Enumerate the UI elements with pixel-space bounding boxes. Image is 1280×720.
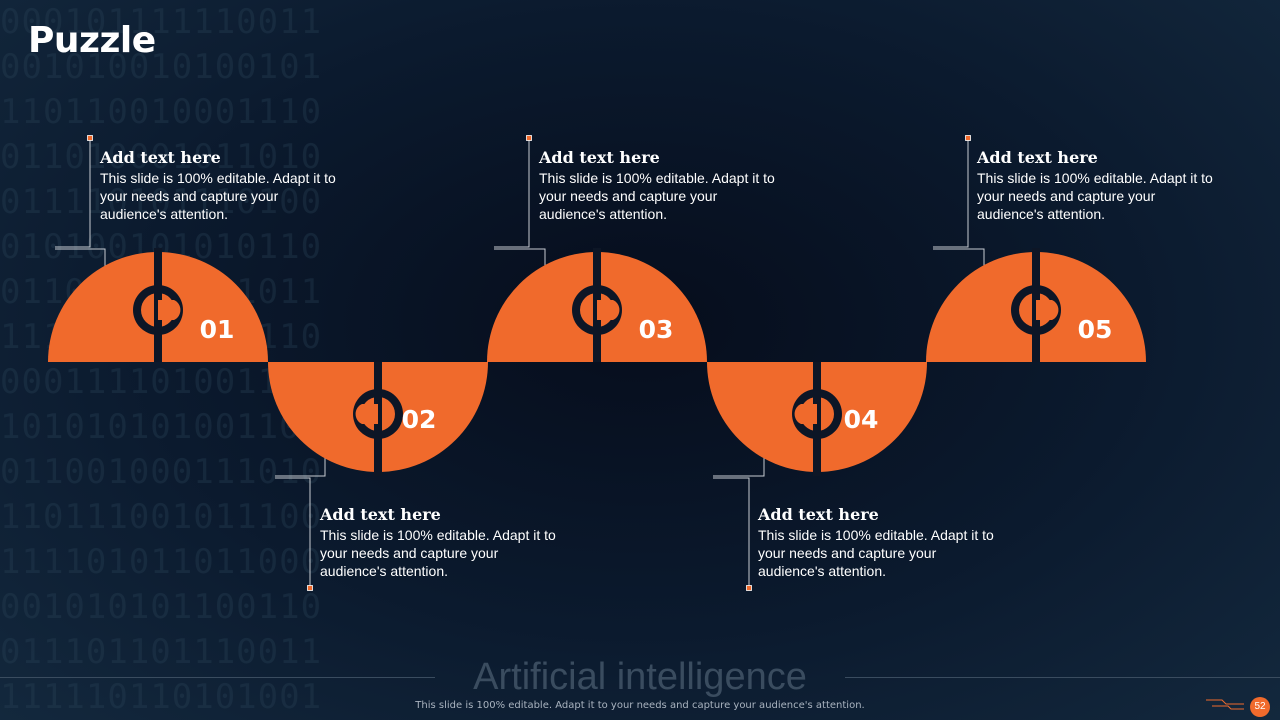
piece-number-03: 03	[639, 315, 674, 344]
callout-heading: Add text here	[539, 148, 660, 167]
callout-01: Add text here This slide is 100% editabl…	[100, 148, 345, 223]
callout-heading: Add text here	[977, 148, 1098, 167]
callout-03: Add text here This slide is 100% editabl…	[539, 148, 784, 223]
connector-dot-2	[526, 135, 532, 141]
piece-number-01: 01	[200, 315, 235, 344]
connector-dot-3	[965, 135, 971, 141]
page-number-decoration	[1206, 699, 1244, 710]
callout-body: This slide is 100% editable. Adapt it to…	[758, 527, 994, 579]
callout-body: This slide is 100% editable. Adapt it to…	[320, 527, 556, 579]
callout-04: Add text here This slide is 100% editabl…	[758, 505, 1003, 580]
connector-line-5	[713, 455, 765, 588]
callout-body: This slide is 100% editable. Adapt it to…	[100, 170, 336, 222]
connector-line-2	[494, 138, 546, 270]
slide-title: Puzzle	[28, 20, 156, 61]
piece-number-04: 04	[844, 405, 879, 434]
footer-title: Artificial intelligence	[473, 656, 807, 698]
puzzle-piece-02	[268, 362, 488, 476]
footer-divider-right	[845, 677, 1280, 678]
connector-line-4	[275, 455, 326, 588]
callout-02: Add text here This slide is 100% editabl…	[320, 505, 565, 580]
piece-number-05: 05	[1078, 315, 1113, 344]
callout-heading: Add text here	[320, 505, 441, 524]
callout-heading: Add text here	[758, 505, 879, 524]
page-number-badge: 52	[1250, 697, 1270, 717]
connector-line-3	[933, 138, 985, 270]
piece-number-02: 02	[402, 405, 437, 434]
connector-dot-4	[307, 585, 313, 591]
puzzle-piece-01	[48, 248, 268, 362]
puzzle-piece-03	[487, 248, 707, 362]
callout-heading: Add text here	[100, 148, 221, 167]
connector-dot-5	[746, 585, 752, 591]
puzzle-piece-04	[707, 362, 927, 476]
puzzle-piece-05	[926, 248, 1146, 362]
footer-note: This slide is 100% editable. Adapt it to…	[415, 700, 865, 711]
callout-05: Add text here This slide is 100% editabl…	[977, 148, 1222, 223]
connector-line-1	[55, 138, 106, 270]
connector-dot-1	[87, 135, 93, 141]
footer-divider-left	[0, 677, 435, 678]
callout-body: This slide is 100% editable. Adapt it to…	[539, 170, 775, 222]
callout-body: This slide is 100% editable. Adapt it to…	[977, 170, 1213, 222]
